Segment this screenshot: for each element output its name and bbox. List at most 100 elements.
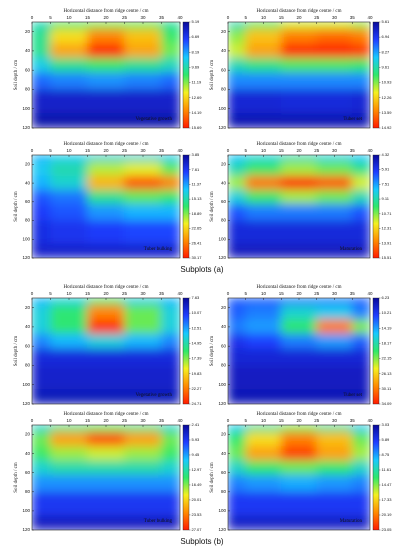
y-tick-label: 20	[221, 162, 227, 167]
heat-cell	[161, 460, 180, 476]
heat-cell	[87, 89, 125, 114]
x-tick-label: 5	[49, 291, 52, 296]
heatmap-area	[32, 155, 180, 258]
x-tick-label: 0	[31, 15, 34, 20]
colorbar-tick-label: 7.61	[192, 167, 201, 172]
x-tick-label: 0	[227, 15, 230, 20]
y-tick-label: 60	[25, 199, 31, 204]
heat-cell	[228, 175, 247, 191]
stage-label: Tuber set	[343, 117, 362, 122]
heat-cell	[50, 220, 88, 245]
heat-cell	[316, 474, 353, 493]
heat-cell	[316, 348, 353, 366]
chart-title: Horizontal distance from ridge centre / …	[257, 9, 342, 14]
y-tick-label: 120	[22, 527, 30, 532]
x-tick-label: 25	[122, 418, 128, 423]
colorbar-tick-label: 22.15	[382, 356, 393, 361]
heat-cell	[161, 474, 180, 493]
y-tick-label: 120	[22, 255, 30, 260]
heat-cell	[351, 28, 370, 44]
heat-cell	[124, 304, 162, 320]
heat-cell	[245, 161, 282, 177]
heat-cell	[245, 243, 282, 258]
heat-cell	[124, 298, 162, 306]
heat-cell	[351, 333, 370, 349]
heat-cell	[32, 161, 51, 177]
heat-cell	[245, 425, 282, 433]
y-tick-label: 60	[25, 470, 31, 475]
x-tick-label: 15	[85, 148, 91, 153]
chart-title: Horizontal distance from ridge centre / …	[64, 412, 149, 417]
heatmap-area	[228, 155, 370, 258]
heat-cell	[124, 203, 162, 221]
colorbar-tick-label: 17.33	[382, 497, 393, 502]
heatmap-cells	[32, 298, 180, 404]
heat-cell	[50, 298, 88, 306]
heat-cell	[280, 89, 318, 114]
colorbar-tick-label: 12.26	[382, 95, 393, 100]
x-tick-label: 5	[244, 291, 247, 296]
colorbar-tick-label: 7.63	[192, 295, 201, 300]
x-tick-label: 20	[103, 148, 109, 153]
x-tick-label: 5	[49, 15, 52, 20]
x-tick-label: 30	[332, 418, 338, 423]
heat-cell	[87, 28, 125, 44]
heat-cell	[50, 474, 88, 493]
heat-cell	[228, 155, 247, 163]
x-tick-label: 5	[244, 148, 247, 153]
heat-cell	[32, 491, 51, 516]
heat-cell	[351, 243, 370, 258]
x-tick-label: 0	[31, 291, 34, 296]
heat-cell	[245, 298, 282, 306]
heat-cell	[351, 220, 370, 245]
heat-cell	[245, 72, 282, 90]
colorbar-tick-label: 19.83	[192, 371, 203, 376]
heat-cell	[228, 348, 247, 366]
x-tick-label: 10	[66, 15, 72, 20]
heat-cell	[228, 365, 247, 390]
heat-cell	[87, 72, 125, 90]
heat-cell	[280, 474, 318, 493]
heat-cell	[161, 220, 180, 245]
colorbar-tick-label: 12.69	[192, 95, 203, 100]
heat-cell	[50, 515, 88, 530]
y-axis-label: Soil depth / cm	[210, 191, 215, 222]
heat-cell	[124, 72, 162, 90]
x-tick-label: 40	[177, 15, 183, 20]
colorbar-tick-label: 5.93	[192, 437, 201, 442]
heatmap-cells	[228, 298, 370, 404]
heat-cell	[245, 491, 282, 516]
heat-cell	[280, 203, 318, 221]
heat-cell	[32, 113, 51, 128]
heat-cell	[280, 319, 318, 335]
x-tick-label: 15	[279, 148, 285, 153]
heat-cell	[161, 348, 180, 366]
heat-cell	[32, 175, 51, 191]
y-tick-label: 40	[221, 48, 227, 53]
heat-cell	[351, 365, 370, 390]
y-tick-label: 20	[25, 162, 31, 167]
heat-cell	[50, 161, 88, 177]
heat-cell	[32, 43, 51, 59]
colorbar	[182, 21, 190, 129]
heat-cell	[280, 460, 318, 476]
heat-cell	[351, 348, 370, 366]
heat-cell	[316, 72, 353, 90]
heat-cell	[228, 474, 247, 493]
heat-cell	[161, 28, 180, 44]
heat-cell	[245, 189, 282, 205]
y-tick-label: 60	[25, 343, 31, 348]
y-tick-label: 120	[218, 125, 226, 130]
heat-cell	[50, 175, 88, 191]
y-tick-label: 100	[22, 236, 30, 241]
x-tick-label: 5	[244, 418, 247, 423]
colorbar-tick-label: 4.32	[382, 152, 391, 157]
heat-cell	[228, 72, 247, 90]
heat-cell	[32, 460, 51, 476]
heat-cell	[280, 113, 318, 128]
x-tick-label: 0	[31, 148, 34, 153]
x-tick-label: 30	[332, 148, 338, 153]
heat-cell	[316, 446, 353, 462]
heat-cell	[316, 319, 353, 335]
heat-cell	[124, 243, 162, 258]
